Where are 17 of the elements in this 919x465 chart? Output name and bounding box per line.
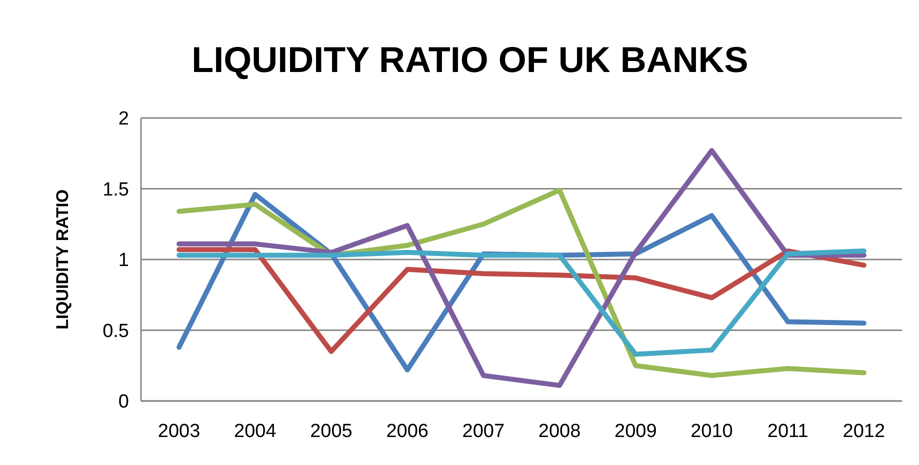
y-tick-label: 0 [118, 392, 129, 413]
x-tick-label: 2004 [234, 421, 277, 442]
x-tick-label: 2003 [158, 421, 200, 442]
x-tick-label: 2010 [690, 421, 733, 442]
x-tick-label: 2007 [462, 421, 505, 442]
x-tick-label: 2006 [386, 421, 428, 442]
x-tick-label: 2005 [310, 421, 352, 442]
y-axis-title: LIQUIDITY RATIO [53, 189, 72, 330]
x-tick-label: 2011 [767, 421, 808, 442]
chart-title: LIQUIDITY RATIO OF UK BANKS [192, 39, 748, 80]
y-tick-label: 1 [118, 250, 129, 272]
x-tick-label: 2012 [842, 421, 886, 442]
y-tick-label: 1.5 [102, 179, 129, 200]
y-tick-label: 2 [118, 108, 129, 130]
y-tick-label: 0.5 [102, 320, 129, 342]
x-tick-label: 2009 [614, 421, 657, 442]
x-tick-label: 2008 [538, 421, 581, 442]
